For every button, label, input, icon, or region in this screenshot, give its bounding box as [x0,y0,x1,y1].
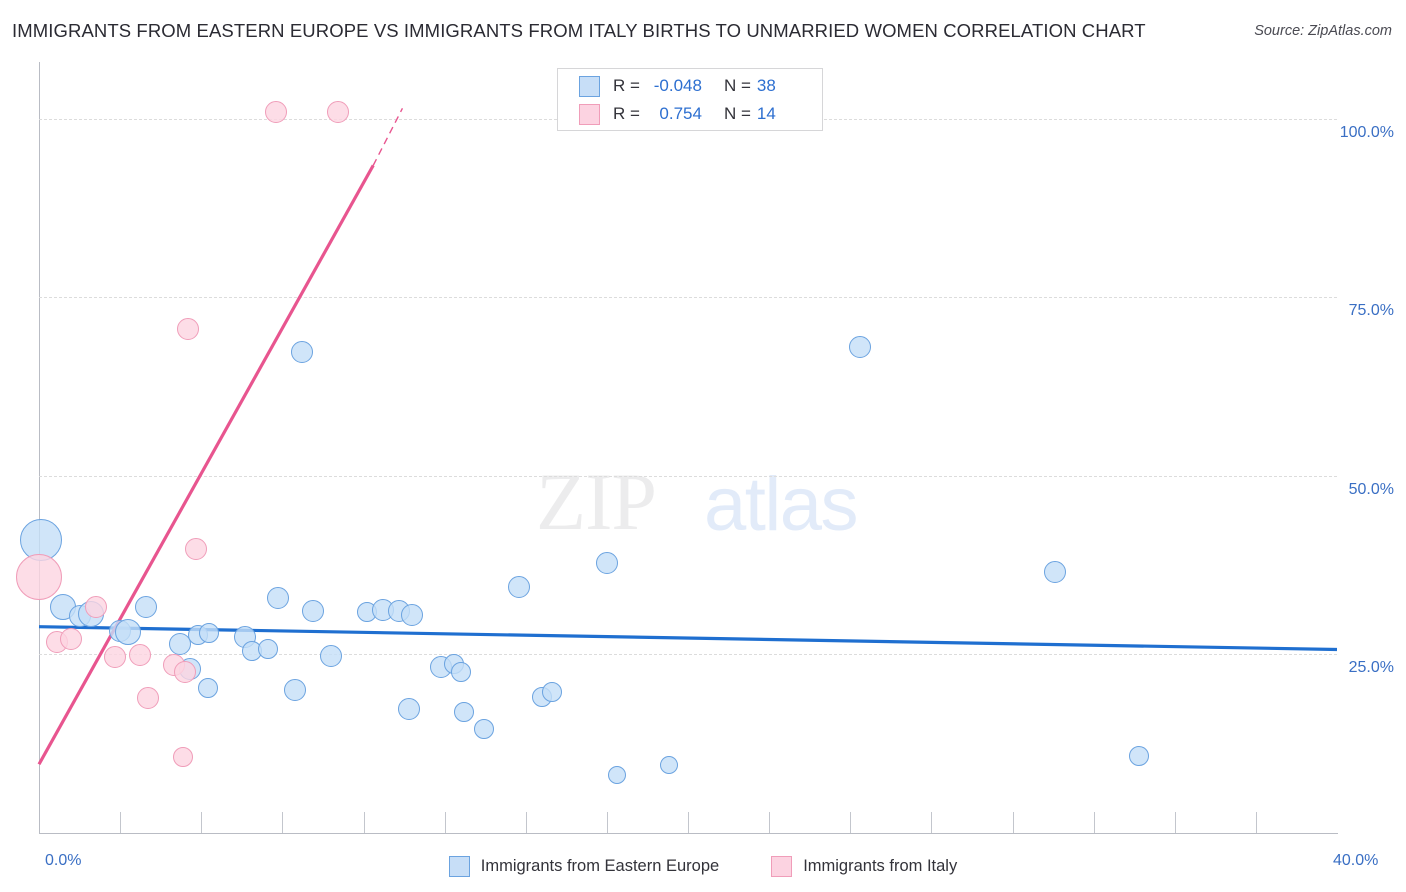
gridline [39,475,1337,477]
series-swatch-italy-icon [579,103,600,125]
data-point[interactable] [84,596,107,619]
x-axis-tick-mark [850,812,852,833]
r-label-italy: R = [613,104,640,123]
x-axis-tick-mark [1255,812,1257,833]
data-point[interactable] [450,662,471,683]
stats-row-italy: R = 0.754 N = 14 [558,99,824,129]
x-axis-tick-mark [769,812,771,833]
data-point[interactable] [135,596,158,619]
data-point[interactable] [173,747,194,768]
trendlines [37,108,1338,766]
legend-swatch-italy-icon [771,855,793,877]
data-point[interactable] [257,639,278,660]
r-value-eastern-europe: -0.048 [653,76,702,95]
page-title: IMMIGRANTS FROM EASTERN EUROPE VS IMMIGR… [12,20,1146,41]
legend-label-italy: Immigrants from Italy [803,856,958,875]
data-point[interactable] [266,587,289,610]
x-axis-tick-mark [606,812,608,833]
data-point[interactable] [264,100,287,123]
y-axis-tick-label: 100.0% [1339,124,1394,142]
x-axis-tick-mark [363,812,365,833]
n-label-eastern-europe: N = [723,76,751,95]
legend-item-eastern-europe[interactable]: Immigrants from Eastern Europe [448,855,720,877]
n-value-italy: 14 [756,104,776,123]
data-point[interactable] [302,599,325,622]
y-axis-tick-label: 25.0% [1348,658,1394,676]
r-value-italy: 0.754 [659,104,702,123]
x-axis-tick-mark [1012,812,1014,833]
data-point[interactable] [541,682,562,703]
data-point[interactable] [595,551,618,574]
y-axis-tick-label: 50.0% [1348,480,1394,498]
gridline [39,653,1337,655]
plot-area: ZIP atlas [16,62,1338,832]
data-point[interactable] [104,645,127,668]
data-point[interactable] [290,341,313,364]
series-swatch-eastern-europe-icon [579,75,600,97]
y-axis-tick-label: 75.0% [1348,302,1394,320]
data-point[interactable] [848,336,871,359]
x-axis-tick-mark [282,812,284,833]
x-axis-tick-mark [201,812,203,833]
data-point[interactable] [607,765,626,784]
legend-item-italy[interactable]: Immigrants from Italy [771,855,958,877]
legend-swatch-eastern-europe-icon [448,855,470,877]
data-point[interactable] [197,677,218,698]
data-point[interactable] [185,537,208,560]
data-point[interactable] [177,317,200,340]
y-axis-line [39,62,40,834]
correlation-stats-box: R = -0.048 N = 38 R = 0.754 N = 14 [557,68,823,131]
data-point[interactable] [284,679,307,702]
data-point[interactable] [1129,746,1150,767]
x-axis-tick-mark [688,812,689,833]
data-point[interactable] [473,718,494,739]
stats-row-eastern-europe: R = -0.048 N = 38 [558,71,824,101]
data-point[interactable] [508,575,531,598]
x-axis-line [39,833,1338,834]
data-point[interactable] [174,660,197,683]
source-label: Source: ZipAtlas.com [1254,23,1392,39]
trendline-immigrants-from-italy [37,164,375,766]
x-axis-tick-mark [931,812,933,833]
data-point[interactable] [115,619,142,646]
data-point[interactable] [199,623,220,644]
legend-label-eastern-europe: Immigrants from Eastern Europe [480,856,720,875]
data-point[interactable] [128,644,151,667]
data-point[interactable] [60,627,83,650]
data-point[interactable] [136,686,159,709]
n-value-eastern-europe: 38 [756,76,776,95]
x-axis-tick-mark [1174,812,1176,833]
x-axis-tick-mark [120,812,122,833]
x-axis-tick-mark [525,812,527,833]
data-point[interactable] [454,702,475,723]
r-label-eastern-europe: R = [613,76,640,95]
data-point[interactable] [320,644,343,667]
trendline-immigrants-from-eastern-europe [38,625,1338,652]
n-label-italy: N = [723,104,751,123]
gridline [39,297,1337,299]
data-point[interactable] [326,100,349,123]
x-axis-min-label: 0.0% [45,852,82,869]
x-axis-max-label: 40.0% [1333,852,1379,869]
data-point[interactable] [397,698,420,721]
data-point[interactable] [401,604,424,627]
data-point[interactable] [659,755,678,774]
series-legend: Immigrants from Eastern Europe Immigrant… [0,851,1406,881]
data-point[interactable] [1043,561,1066,584]
data-point[interactable] [16,553,62,600]
x-axis-tick-mark [1093,812,1095,833]
chart-header: IMMIGRANTS FROM EASTERN EUROPE VS IMMIGR… [0,0,1406,50]
trendline-extension-dashed [372,108,404,166]
x-axis-tick-mark [444,812,446,833]
